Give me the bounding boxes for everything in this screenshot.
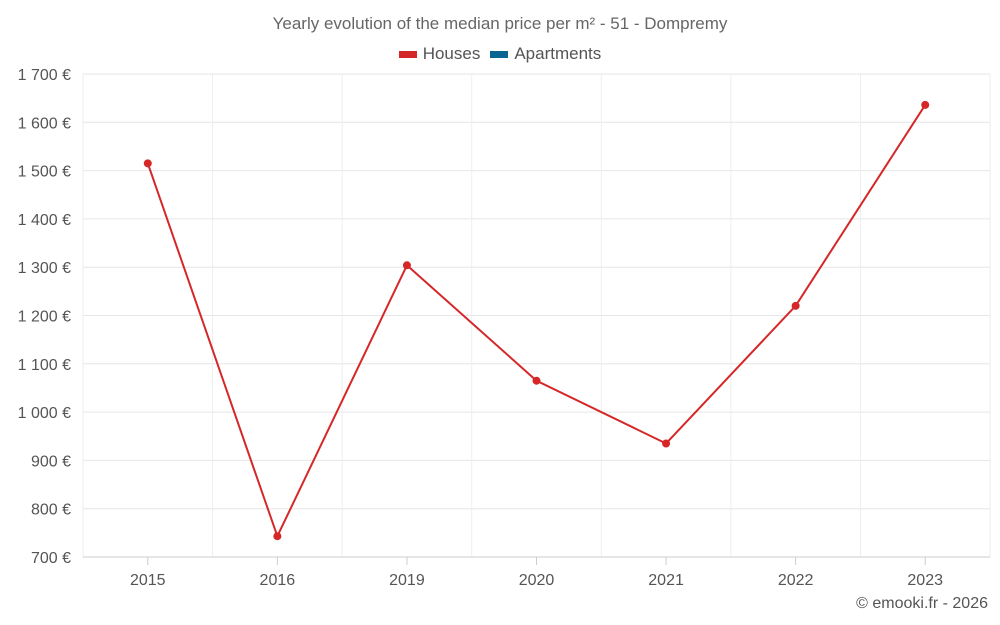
legend: Houses Apartments xyxy=(0,44,1000,64)
x-tick-label: 2016 xyxy=(260,572,296,589)
data-point-houses xyxy=(532,376,541,385)
x-tick-label: 2019 xyxy=(389,572,425,589)
x-tick-label: 2015 xyxy=(130,572,166,589)
data-point-houses xyxy=(143,159,152,168)
y-tick-label: 1 200 € xyxy=(18,309,71,326)
series-line-houses xyxy=(146,104,927,538)
legend-label-apartments: Apartments xyxy=(514,44,602,63)
x-tick-label: 2020 xyxy=(519,572,555,589)
data-point-houses xyxy=(273,532,282,541)
y-tick-label: 1 700 € xyxy=(18,67,71,84)
data-point-houses xyxy=(921,100,930,109)
data-point-houses xyxy=(402,261,411,270)
legend-swatch-houses xyxy=(398,50,417,58)
y-tick-label: 900 € xyxy=(31,453,71,470)
x-tick-label: 2021 xyxy=(648,572,684,589)
y-tick-label: 1 000 € xyxy=(18,405,71,422)
y-tick-label: 1 300 € xyxy=(18,260,71,277)
y-tick-label: 1 500 € xyxy=(18,164,71,181)
legend-item-apartments[interactable]: Apartments xyxy=(490,44,601,64)
data-point-houses xyxy=(791,301,800,310)
legend-item-houses[interactable]: Houses xyxy=(398,44,481,64)
chart-title: Yearly evolution of the median price per… xyxy=(272,14,728,33)
data-point-houses xyxy=(662,439,671,448)
credit-text: © emooki.fr - 2026 xyxy=(856,595,988,612)
y-tick-label: 700 € xyxy=(31,550,71,567)
y-tick-label: 1 400 € xyxy=(18,212,71,229)
y-tick-label: 800 € xyxy=(31,502,71,519)
legend-swatch-apartments xyxy=(490,50,509,58)
x-tick-label: 2022 xyxy=(778,572,814,589)
x-tick-label: 2023 xyxy=(907,572,943,589)
legend-label-houses: Houses xyxy=(422,44,481,63)
y-tick-label: 1 600 € xyxy=(18,115,71,132)
y-tick-label: 1 100 € xyxy=(18,357,71,374)
